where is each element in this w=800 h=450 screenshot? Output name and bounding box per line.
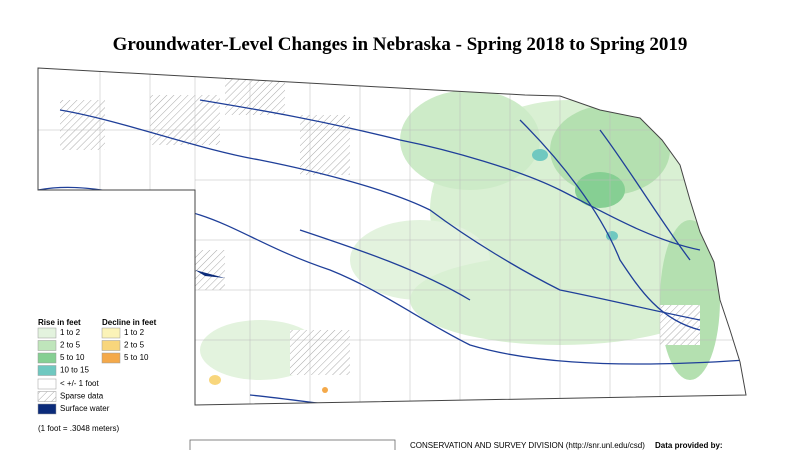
state-map: [38, 68, 746, 405]
legend-label: 1 to 2: [124, 328, 145, 337]
legend-swatch: [101, 340, 121, 351]
legend-swatch: [37, 391, 57, 402]
legend-swatch: [37, 365, 57, 376]
legend-label: < +/- 1 foot: [60, 379, 99, 388]
legend-label: 10 to 15: [60, 366, 89, 375]
legend-swatch: [37, 378, 57, 390]
footer-agency: CONSERVATION AND SURVEY DIVISION (http:/…: [410, 441, 645, 450]
legend-heading: Rise in feet: [38, 318, 81, 327]
legend-label: 5 to 10: [60, 353, 85, 362]
legend-label: 5 to 10: [124, 353, 149, 362]
legend: Rise in feet Decline in feet (1 foot = .…: [37, 318, 157, 433]
legend-note: (1 foot = .3048 meters): [38, 424, 119, 433]
legend-label: 1 to 2: [60, 328, 81, 337]
footer-box: [189, 439, 396, 450]
legend-swatch: [37, 327, 57, 339]
legend-heading: Decline in feet: [102, 318, 157, 327]
legend-swatch: [101, 352, 121, 364]
footer-data: Data provided by:: [655, 441, 723, 450]
legend-label: Surface water: [60, 404, 110, 413]
legend-label: 2 to 5: [60, 341, 81, 350]
legend-swatch: [37, 340, 57, 351]
legend-swatch: [101, 327, 121, 339]
legend-swatch: [37, 403, 57, 415]
state-outline: [37, 67, 747, 406]
map-title: Groundwater-Level Changes in Nebraska - …: [113, 34, 688, 55]
legend-swatch: [37, 352, 57, 364]
legend-label: 2 to 5: [124, 341, 145, 350]
legend-label: Sparse data: [60, 392, 104, 401]
